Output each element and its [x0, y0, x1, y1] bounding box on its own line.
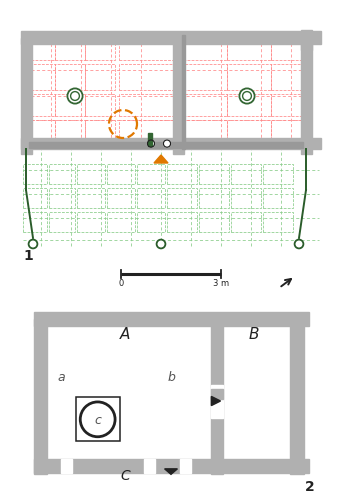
- Bar: [41, 320, 292, 467]
- Bar: [49, 164, 75, 184]
- Bar: [211, 318, 223, 474]
- Circle shape: [157, 240, 166, 248]
- Bar: [85, 120, 115, 140]
- Text: c: c: [94, 414, 101, 427]
- Bar: [49, 188, 75, 208]
- Bar: [85, 94, 115, 116]
- Bar: [77, 188, 105, 208]
- Bar: [183, 120, 227, 140]
- Bar: [137, 188, 165, 208]
- Text: 1: 1: [23, 249, 33, 263]
- Bar: [107, 188, 135, 208]
- Bar: [144, 459, 155, 472]
- Bar: [77, 212, 105, 232]
- Circle shape: [67, 88, 83, 104]
- Bar: [290, 318, 304, 474]
- Text: B: B: [248, 326, 259, 342]
- Circle shape: [163, 140, 171, 147]
- Bar: [31, 94, 55, 116]
- Circle shape: [242, 92, 251, 100]
- Bar: [107, 212, 135, 232]
- Bar: [263, 188, 293, 208]
- Bar: [227, 40, 271, 60]
- Bar: [211, 384, 223, 418]
- Bar: [231, 212, 261, 232]
- Bar: [31, 120, 55, 140]
- Bar: [183, 40, 227, 60]
- Bar: [77, 164, 105, 184]
- Circle shape: [239, 88, 254, 104]
- Bar: [55, 64, 85, 90]
- Bar: [182, 35, 185, 149]
- Bar: [21, 38, 32, 154]
- Bar: [148, 134, 153, 146]
- Bar: [227, 120, 271, 140]
- Bar: [227, 94, 271, 116]
- Bar: [271, 64, 311, 90]
- Text: 2: 2: [305, 480, 315, 494]
- Bar: [227, 64, 271, 90]
- Bar: [263, 212, 293, 232]
- Text: 3 m: 3 m: [213, 279, 229, 288]
- Circle shape: [294, 240, 303, 248]
- Text: A: A: [120, 326, 130, 342]
- Bar: [119, 64, 179, 90]
- Bar: [119, 94, 179, 116]
- Bar: [173, 34, 184, 154]
- Bar: [167, 188, 197, 208]
- Bar: [199, 164, 229, 184]
- Bar: [23, 212, 47, 232]
- Bar: [23, 164, 47, 184]
- Bar: [137, 212, 165, 232]
- Bar: [34, 312, 308, 326]
- Bar: [31, 64, 55, 90]
- Bar: [180, 459, 191, 472]
- Bar: [271, 94, 311, 116]
- Bar: [55, 94, 85, 116]
- Circle shape: [80, 402, 115, 437]
- Circle shape: [29, 240, 37, 248]
- Bar: [107, 164, 135, 184]
- Polygon shape: [165, 469, 177, 474]
- Bar: [183, 64, 227, 90]
- Bar: [34, 459, 308, 472]
- Bar: [301, 30, 312, 50]
- Bar: [61, 459, 72, 472]
- Bar: [55, 120, 85, 140]
- Bar: [263, 164, 293, 184]
- Text: 0: 0: [118, 279, 123, 288]
- Bar: [119, 120, 179, 140]
- Bar: [271, 40, 311, 60]
- Bar: [167, 212, 197, 232]
- Bar: [137, 164, 165, 184]
- Bar: [167, 164, 197, 184]
- Bar: [23, 188, 47, 208]
- Bar: [199, 212, 229, 232]
- Bar: [199, 188, 229, 208]
- Bar: [211, 389, 223, 399]
- Bar: [119, 40, 179, 60]
- Bar: [31, 40, 55, 60]
- Bar: [55, 40, 85, 60]
- Polygon shape: [211, 396, 221, 406]
- Bar: [301, 44, 312, 154]
- Bar: [231, 188, 261, 208]
- Text: a: a: [57, 371, 65, 384]
- Bar: [85, 64, 115, 90]
- Circle shape: [70, 92, 79, 100]
- Bar: [183, 94, 227, 116]
- Text: C: C: [120, 469, 130, 483]
- Bar: [85, 40, 115, 60]
- Bar: [34, 318, 47, 474]
- Text: b: b: [167, 371, 175, 384]
- Circle shape: [147, 140, 155, 147]
- Polygon shape: [154, 155, 168, 163]
- Bar: [29, 142, 303, 148]
- Bar: [21, 138, 321, 149]
- Bar: [49, 212, 75, 232]
- Bar: [21, 31, 321, 44]
- Bar: [76, 398, 120, 442]
- Bar: [271, 120, 311, 140]
- Bar: [231, 164, 261, 184]
